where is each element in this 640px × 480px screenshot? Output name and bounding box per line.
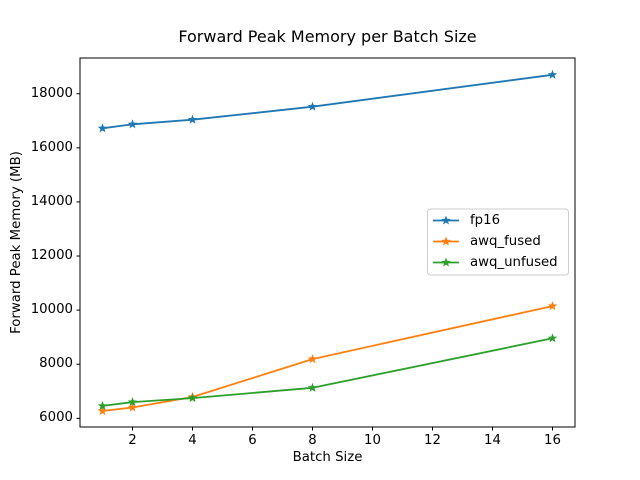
y-tick-label: 12000 (30, 248, 73, 264)
y-tick-label: 10000 (30, 302, 73, 318)
series-marker-awq_unfused (547, 333, 558, 343)
legend-label-awq_unfused: awq_unfused (470, 255, 558, 270)
series-marker-fp16 (97, 123, 108, 133)
series-marker-awq_unfused (187, 393, 198, 403)
series-marker-fp16 (127, 119, 138, 129)
x-tick-label: 14 (484, 433, 501, 448)
legend-marker-fp16 (441, 215, 451, 225)
series-line-awq_fused (101, 305, 554, 412)
legend-marker-awq_fused (441, 236, 451, 246)
x-tick-label: 12 (424, 433, 441, 448)
series-marker-awq_unfused (307, 382, 318, 392)
series-marker-awq_fused (307, 354, 318, 364)
series-marker-fp16 (547, 69, 558, 79)
x-tick-label: 16 (544, 433, 561, 448)
x-tick-label: 8 (308, 433, 317, 448)
plot-frame (79, 57, 576, 428)
legend-label-awq_fused: awq_fused (470, 234, 541, 249)
series-marker-awq_unfused (127, 397, 138, 407)
legend-label-fp16: fp16 (470, 213, 501, 228)
chart-title: Forward Peak Memory per Batch Size (178, 27, 477, 46)
series-line-awq_unfused (101, 337, 554, 407)
y-tick-label: 16000 (30, 139, 73, 155)
y-tick-label: 8000 (39, 356, 73, 372)
y-tick-label: 18000 (30, 85, 73, 101)
series-marker-awq_fused (97, 406, 108, 416)
legend-box (427, 208, 569, 276)
x-tick-label: 6 (248, 433, 257, 448)
series-marker-awq_fused (547, 301, 558, 311)
series-marker-fp16 (187, 114, 198, 124)
x-tick-label: 4 (188, 433, 197, 448)
series-line-fp16 (101, 73, 554, 130)
series-marker-awq_unfused (97, 400, 108, 410)
y-tick-label: 6000 (39, 410, 73, 426)
x-tick-label: 10 (364, 433, 381, 448)
series-marker-fp16 (307, 101, 318, 111)
y-tick-label: 14000 (30, 193, 73, 209)
x-axis-label: Batch Size (292, 450, 363, 465)
legend-marker-awq_unfused (441, 257, 451, 267)
series-marker-awq_fused (127, 402, 138, 412)
x-tick-label: 2 (128, 433, 137, 448)
